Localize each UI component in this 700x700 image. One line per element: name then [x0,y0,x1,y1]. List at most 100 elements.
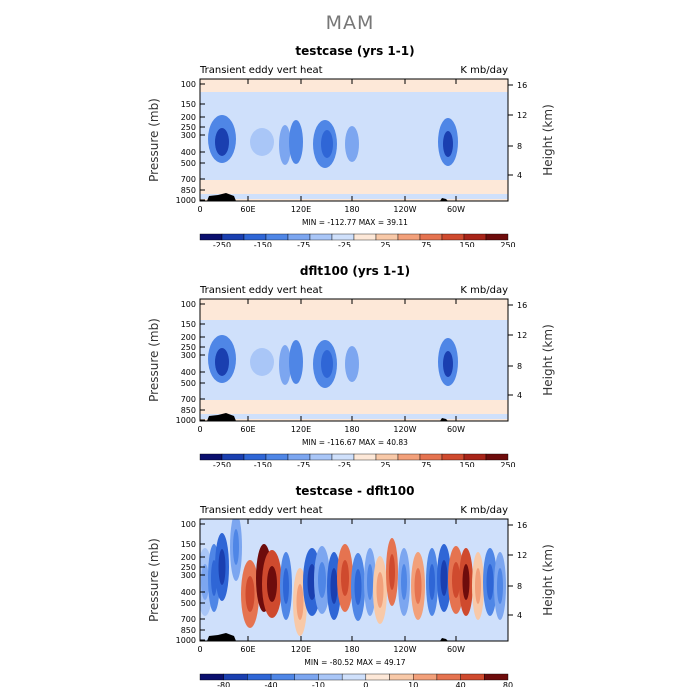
contour-region [475,568,481,604]
colorbar-label: 10 [408,681,418,687]
panel-difference: testcase - dflt100 Transient eddy vert h… [147,484,555,687]
colorbar-swatch [309,453,333,461]
units-label: K mb/day [460,505,508,516]
contour-region [443,351,453,377]
colorbar-swatch [243,233,267,241]
contour-region [401,564,407,600]
colorbar-swatch [397,453,421,461]
topography [207,193,236,201]
panel-testcase: testcase (yrs 1-1) Transient eddy vert h… [147,44,555,247]
y-tick-label: 700 [181,175,196,184]
right-tick-label: 16 [517,521,527,530]
contour-region [289,120,303,164]
colorbar-swatch [419,233,443,241]
y-axis-label: Pressure (mb) [147,98,161,182]
contour-region [376,572,384,608]
x-tick-label: 60W [447,645,465,654]
colorbar-swatch [270,673,295,681]
y-tick-label: 850 [181,626,196,635]
colorbar-label: -150 [254,461,272,467]
right-tick-label: 8 [517,582,522,591]
contour-region [267,566,277,602]
contour-region [215,348,229,376]
plot-frame [199,518,509,642]
colorbar-swatch [485,453,509,461]
colorbar-swatch [243,453,267,461]
y-tick-label: 850 [181,186,196,195]
field-label: Transient eddy vert heat [199,505,323,516]
colorbar-label: 75 [421,241,431,247]
x-tick-label: 120W [393,205,416,214]
y-tick-label: 300 [181,571,196,580]
y-tick-label: 500 [181,379,196,388]
field-label: Transient eddy vert heat [199,65,323,76]
contour-region [443,131,453,157]
y-tick-label: 250 [181,123,196,132]
right-axis-label: Height (km) [541,324,555,395]
colorbar-label: 80 [503,681,513,687]
colorbar-swatch [353,233,377,241]
y-tick-label: 100 [181,80,196,89]
right-axis-label: Height (km) [541,544,555,615]
contour-region [283,568,289,604]
colorbar-swatch [199,673,224,681]
right-tick-label: 4 [517,171,522,180]
contour-region [497,568,503,604]
contour-field [200,519,508,641]
colorbar-label: 0 [363,681,368,687]
colorbar-swatch [463,453,487,461]
colorbar-swatch [397,233,421,241]
contour-region [233,529,239,565]
right-tick-label: 16 [517,81,527,90]
x-tick-label: 0 [197,205,202,214]
colorbar-swatch [199,233,223,241]
y-tick-label: 200 [181,553,196,562]
colorbar-swatch [331,453,355,461]
negative-band [200,414,508,419]
colorbar: -80 -40 -10 0 10 40 80 [199,673,513,687]
colorbar-label: -150 [254,241,272,247]
right-tick-label: 12 [517,551,527,560]
colorbar-label: -10 [312,681,325,687]
contour-region [289,340,303,384]
contour-region [345,126,359,162]
topography [440,198,448,201]
y-tick-label: 1000 [176,196,196,205]
y-tick-label: 250 [181,343,196,352]
y-tick-label: 400 [181,148,196,157]
x-tick-label: 0 [197,645,202,654]
colorbar-label: -25 [338,461,351,467]
contour-region [462,564,470,600]
contour-region [218,549,226,585]
colorbar-label: -25 [338,241,351,247]
colorbar-swatch [221,233,245,241]
x-tick-label: 60E [240,425,255,434]
figure-title: MAM [325,12,375,34]
plot-frame [199,298,509,422]
y-tick-label: 150 [181,320,196,329]
y-axis-label: Pressure (mb) [147,538,161,622]
colorbar-label: 250 [500,241,515,247]
colorbar-swatch [294,673,319,681]
contour-region [318,562,326,598]
plot-frame [199,78,509,202]
colorbar: -250 -150 -75 -25 25 75 150 250 [199,233,516,247]
colorbar-swatch [331,233,355,241]
colorbar-swatch [221,453,245,461]
contour-region [201,564,209,600]
y-tick-label: 500 [181,599,196,608]
x-tick-label: 120E [291,205,311,214]
colorbar-label: 25 [380,461,390,467]
contour-region [321,130,333,158]
topography [207,633,236,641]
right-tick-label: 12 [517,111,527,120]
y-tick-label: 700 [181,395,196,404]
y-tick-label: 400 [181,368,196,377]
y-tick-label: 300 [181,351,196,360]
colorbar-swatch [441,453,465,461]
panel-title: testcase (yrs 1-1) [295,44,414,58]
colorbar-swatch [247,673,272,681]
y-tick-label: 500 [181,159,196,168]
colorbar-swatch [485,233,509,241]
right-axis-label: Height (km) [541,104,555,175]
